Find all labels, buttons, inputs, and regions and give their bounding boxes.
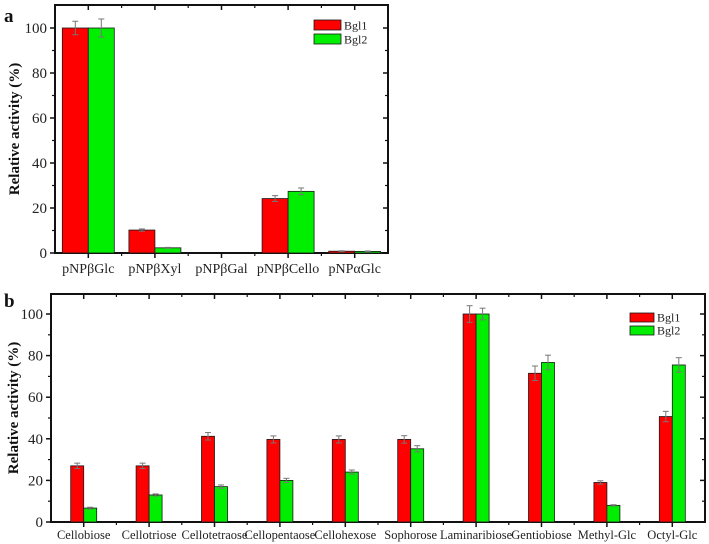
bar-bgl1 xyxy=(135,465,150,523)
legend-label-bgl2: Bgl2 xyxy=(657,324,680,338)
bar-bgl2 xyxy=(279,479,294,523)
bar-bgl1 xyxy=(128,229,156,254)
bar-bgl2 xyxy=(83,507,98,523)
bar-bgl2 xyxy=(214,486,228,523)
bar-bgl1 xyxy=(462,313,477,523)
y-tick-label: 0 xyxy=(40,246,48,262)
x-category-label: Sophorose xyxy=(384,528,437,542)
y-tick-label: 100 xyxy=(21,307,44,323)
x-category-label: pNPαGlc xyxy=(328,262,380,277)
x-category-label: Laminaribiose xyxy=(440,528,513,542)
y-tick-label: 100 xyxy=(25,21,48,37)
x-category-label: Cellobiose xyxy=(57,528,111,542)
x-category-label: pNPβCello xyxy=(257,262,319,277)
y-tick-label: 80 xyxy=(32,66,47,82)
legend-swatch-bgl1 xyxy=(313,19,342,31)
y-tick-label: 80 xyxy=(28,349,43,365)
y-axis-label: Relative activity (%) xyxy=(6,342,22,474)
x-category-label: Gentiobiose xyxy=(511,528,572,542)
panel-label: a xyxy=(4,6,14,27)
bar-bgl2 xyxy=(287,190,315,254)
legend-label-bgl1: Bgl1 xyxy=(657,311,680,325)
x-category-label: pNPβGal xyxy=(195,262,247,277)
legend-label-bgl2: Bgl2 xyxy=(344,33,367,47)
y-tick-label: 40 xyxy=(32,156,47,172)
y-tick-label: 60 xyxy=(28,390,43,406)
bar-bgl2 xyxy=(475,313,490,523)
bar-bgl1 xyxy=(528,372,542,523)
bar-bgl1 xyxy=(61,27,89,254)
bar-bgl2 xyxy=(344,471,359,523)
bar-bgl1 xyxy=(593,482,608,523)
bar-bgl2 xyxy=(87,27,115,254)
bar-bgl1 xyxy=(397,439,412,523)
x-category-label: Cellopentaose xyxy=(244,528,315,542)
bar-bgl2 xyxy=(148,494,163,523)
bar-bgl1 xyxy=(201,435,215,523)
y-tick-label: 0 xyxy=(36,515,44,531)
bar-bgl2 xyxy=(606,504,621,523)
y-tick-label: 20 xyxy=(32,201,47,217)
chart-panel-b: b 0 20 40 60 80 100 Relative activity (%) Cellob… xyxy=(4,291,706,542)
bar-bgl2 xyxy=(410,448,425,523)
y-tick-label: 40 xyxy=(28,432,43,448)
bar-bgl1 xyxy=(658,416,673,523)
y-tick-label: 60 xyxy=(32,111,47,127)
legend-swatch-bgl2 xyxy=(629,325,655,336)
legend-swatch-bgl2 xyxy=(313,33,342,45)
chart-panel-a: a 0 20 40 60 80 100 Relative activity (%) pNPβGl… xyxy=(4,4,389,277)
y-tick-label: 20 xyxy=(28,473,43,489)
x-category-label: pNPβGlc xyxy=(62,262,114,277)
bar-bgl1 xyxy=(266,439,281,523)
legend-label-bgl1: Bgl1 xyxy=(344,19,367,33)
legend-swatch-bgl1 xyxy=(629,312,655,323)
y-axis-label: Relative activity (%) xyxy=(7,63,23,195)
bar-bgl1 xyxy=(70,465,85,523)
bar-bgl2 xyxy=(541,362,555,523)
x-category-label: Cellotetraose xyxy=(182,528,248,542)
bar-bgl2 xyxy=(671,364,686,523)
x-category-label: Octyl-Glc xyxy=(647,528,697,542)
panel-label: b xyxy=(4,291,15,312)
x-category-label: Cellotriose xyxy=(122,528,177,542)
bar-bgl1 xyxy=(331,439,346,523)
x-category-label: Cellohexose xyxy=(314,528,376,542)
x-category-label: pNPβXyl xyxy=(128,262,181,277)
bar-bgl1 xyxy=(261,198,289,254)
x-category-label: Methyl-Glc xyxy=(578,528,637,542)
